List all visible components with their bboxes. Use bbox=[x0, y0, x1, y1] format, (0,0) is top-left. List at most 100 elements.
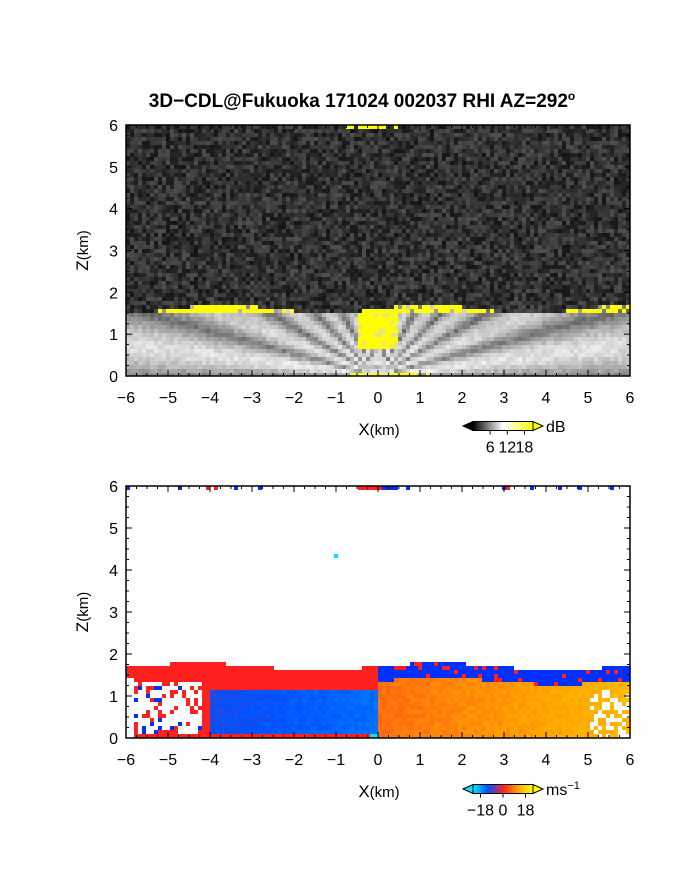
heatmap-cell bbox=[426, 161, 430, 165]
heatmap-cell bbox=[218, 193, 222, 197]
heatmap-cell bbox=[622, 205, 626, 209]
heatmap-cell bbox=[278, 269, 282, 273]
heatmap-cell bbox=[378, 269, 382, 273]
heatmap-cell bbox=[458, 273, 462, 277]
heatmap-cell bbox=[294, 221, 298, 225]
heatmap-cell bbox=[490, 261, 494, 265]
heatmap-cell bbox=[550, 249, 554, 253]
heatmap-cell bbox=[406, 245, 410, 249]
heatmap-cell bbox=[586, 217, 590, 221]
heatmap-cell bbox=[150, 257, 154, 261]
heatmap-cell bbox=[302, 277, 306, 281]
heatmap-cell bbox=[202, 209, 206, 213]
heatmap-cell bbox=[262, 157, 266, 161]
heatmap-cell bbox=[406, 169, 410, 173]
heatmap-cell bbox=[262, 221, 266, 225]
heatmap-cell bbox=[606, 265, 610, 269]
heatmap-cell bbox=[522, 213, 526, 217]
heatmap-cell bbox=[214, 133, 218, 137]
heatmap-cell bbox=[150, 169, 154, 173]
heatmap-cell bbox=[602, 125, 606, 129]
heatmap-cell bbox=[454, 141, 458, 145]
heatmap-cell bbox=[486, 201, 490, 205]
heatmap-cell bbox=[570, 185, 574, 189]
heatmap-cell bbox=[586, 245, 590, 249]
heatmap-cell bbox=[166, 221, 170, 225]
heatmap-cell bbox=[190, 129, 194, 133]
heatmap-cell bbox=[562, 137, 566, 141]
heatmap-cell bbox=[350, 145, 354, 149]
heatmap-cell bbox=[622, 193, 626, 197]
heatmap-cell bbox=[598, 249, 602, 253]
heatmap-cell bbox=[582, 185, 586, 189]
heatmap-cell bbox=[586, 181, 590, 185]
heatmap-cell bbox=[246, 273, 250, 277]
heatmap-cell bbox=[142, 273, 146, 277]
heatmap-cell bbox=[422, 265, 426, 269]
heatmap-cell bbox=[518, 137, 522, 141]
heatmap-cell bbox=[426, 213, 430, 217]
heatmap-cell bbox=[306, 157, 310, 161]
heatmap-cell bbox=[162, 253, 166, 257]
heatmap-cell bbox=[378, 201, 382, 205]
heatmap-cell bbox=[214, 161, 218, 165]
heatmap-cell bbox=[198, 237, 202, 241]
heatmap-cell bbox=[286, 133, 290, 137]
heatmap-cell bbox=[286, 273, 290, 277]
heatmap-cell bbox=[318, 281, 322, 285]
heatmap-cell bbox=[206, 169, 210, 173]
heatmap-cell bbox=[474, 265, 478, 269]
heatmap-cell bbox=[154, 181, 158, 185]
heatmap-cell bbox=[222, 261, 226, 265]
heatmap-cell bbox=[414, 189, 418, 193]
heatmap-cell bbox=[606, 177, 610, 181]
heatmap-cell bbox=[246, 233, 250, 237]
heatmap-cell bbox=[222, 125, 226, 129]
heatmap-cell bbox=[414, 177, 418, 181]
heatmap-cell bbox=[586, 201, 590, 205]
heatmap-cell bbox=[294, 237, 298, 241]
heatmap-cell bbox=[226, 137, 230, 141]
heatmap-cell bbox=[266, 149, 270, 153]
heatmap-cell bbox=[222, 221, 226, 225]
heatmap-cell bbox=[290, 225, 294, 229]
heatmap-cell bbox=[538, 177, 542, 181]
chart-title: 3D−CDL@Fukuoka 171024 002037 RHI AZ=292o bbox=[149, 89, 576, 112]
heatmap-cell bbox=[282, 149, 286, 153]
heatmap-cell bbox=[434, 169, 438, 173]
heatmap-cell bbox=[574, 269, 578, 273]
heatmap-cell bbox=[218, 257, 222, 261]
heatmap-cell bbox=[542, 249, 546, 253]
heatmap-cell bbox=[274, 189, 278, 193]
heatmap-cell bbox=[518, 149, 522, 153]
heatmap-cell bbox=[598, 209, 602, 213]
heatmap-cell bbox=[182, 149, 186, 153]
heatmap-cell bbox=[478, 149, 482, 153]
heatmap-cell bbox=[430, 281, 434, 285]
heatmap-cell bbox=[454, 193, 458, 197]
heatmap-cell bbox=[310, 269, 314, 273]
heatmap-cell bbox=[566, 233, 570, 237]
heatmap-cell bbox=[470, 189, 474, 193]
heatmap-cell bbox=[214, 209, 218, 213]
heatmap-cell bbox=[434, 221, 438, 225]
heatmap-cell bbox=[138, 217, 142, 221]
heatmap-cell bbox=[354, 201, 358, 205]
heatmap-cell bbox=[262, 137, 266, 141]
heatmap-cell bbox=[330, 153, 334, 157]
heatmap-cell bbox=[546, 233, 550, 237]
heatmap-cell bbox=[618, 273, 622, 277]
heatmap-cell bbox=[222, 153, 226, 157]
heatmap-cell bbox=[582, 209, 586, 213]
heatmap-cell bbox=[530, 181, 534, 185]
heatmap-cell bbox=[154, 189, 158, 193]
heatmap-cell bbox=[346, 177, 350, 181]
heatmap-cell bbox=[150, 197, 154, 201]
heatmap-cell bbox=[370, 225, 374, 229]
heatmap-cell bbox=[602, 229, 606, 233]
heatmap-cell bbox=[138, 125, 142, 129]
heatmap-cell bbox=[262, 265, 266, 269]
heatmap-cell bbox=[238, 181, 242, 185]
heatmap-cell bbox=[206, 269, 210, 273]
heatmap-cell bbox=[474, 189, 478, 193]
